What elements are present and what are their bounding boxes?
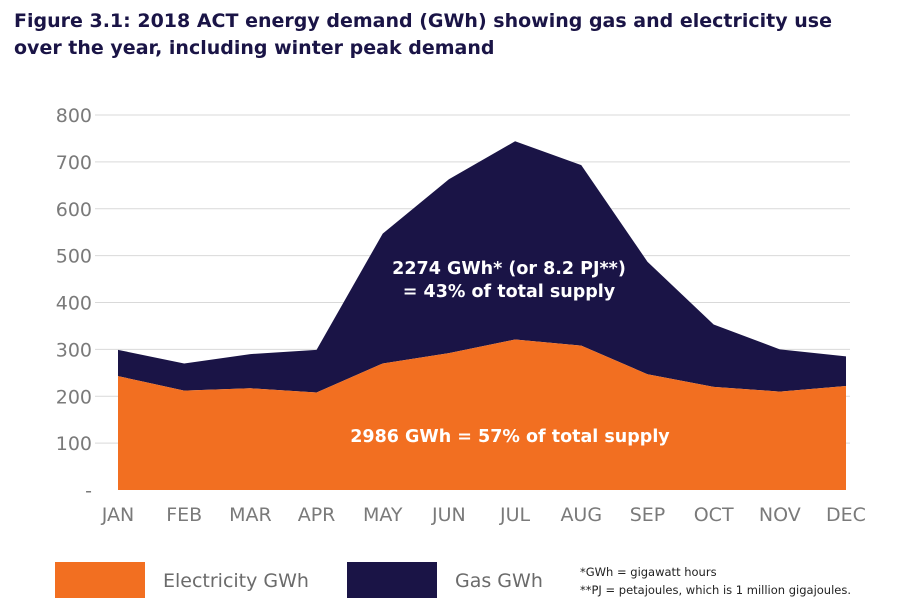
x-tick-label: JAN bbox=[101, 504, 134, 526]
y-tick-label: 600 bbox=[56, 199, 92, 221]
x-tick-label: MAR bbox=[229, 504, 272, 526]
x-tick-label: FEB bbox=[166, 504, 202, 526]
x-tick-label: MAY bbox=[363, 504, 403, 526]
y-axis-ticks: - 100 200 300 400 500 600 700 800 bbox=[56, 105, 92, 502]
chart-areas bbox=[118, 141, 846, 490]
area-chart: - 100 200 300 400 500 600 700 800 JAN FEB MAR APR MA… bbox=[56, 105, 866, 526]
gas-annotation-line1: 2274 GWh* (or 8.2 PJ**) bbox=[392, 259, 626, 279]
x-tick-label: DEC bbox=[826, 504, 866, 526]
y-tick-label: 400 bbox=[56, 293, 92, 315]
electricity-area bbox=[118, 339, 846, 490]
x-tick-label: NOV bbox=[759, 504, 801, 526]
footnote-gwh: *GWh = gigawatt hours bbox=[580, 565, 717, 579]
chart-title: Figure 3.1: 2018 ACT energy demand (GWh)… bbox=[14, 10, 832, 59]
annotations: 2274 GWh* (or 8.2 PJ**) = 43% of total su… bbox=[350, 259, 670, 447]
y-tick-label: 800 bbox=[56, 105, 92, 127]
x-tick-label: SEP bbox=[630, 504, 666, 526]
y-tick-label: 200 bbox=[56, 386, 92, 408]
x-tick-label: OCT bbox=[694, 504, 734, 526]
gas-annotation-line2: = 43% of total supply bbox=[403, 282, 616, 302]
legend-label-electricity: Electricity GWh bbox=[163, 570, 309, 592]
y-tick-label: - bbox=[85, 480, 92, 502]
y-tick-label: 500 bbox=[56, 246, 92, 268]
y-tick-label: 700 bbox=[56, 152, 92, 174]
legend-label-gas: Gas GWh bbox=[455, 570, 543, 592]
y-tick-label: 100 bbox=[56, 433, 92, 455]
gas-area bbox=[118, 141, 846, 393]
y-tick-label: 300 bbox=[56, 339, 92, 361]
x-tick-label: APR bbox=[298, 504, 336, 526]
x-axis-ticks: JAN FEB MAR APR MAY JUN JUL AUG SEP OCT NOV DEC bbox=[101, 504, 866, 526]
footnote-pj: **PJ = petajoules, which is 1 million gi… bbox=[580, 583, 852, 597]
x-tick-label: JUL bbox=[499, 504, 531, 526]
legend-swatch-gas bbox=[347, 562, 437, 598]
electricity-annotation: 2986 GWh = 57% of total supply bbox=[350, 427, 670, 447]
legend-swatch-electricity bbox=[55, 562, 145, 598]
x-tick-label: JUN bbox=[431, 504, 466, 526]
x-tick-label: AUG bbox=[560, 504, 602, 526]
